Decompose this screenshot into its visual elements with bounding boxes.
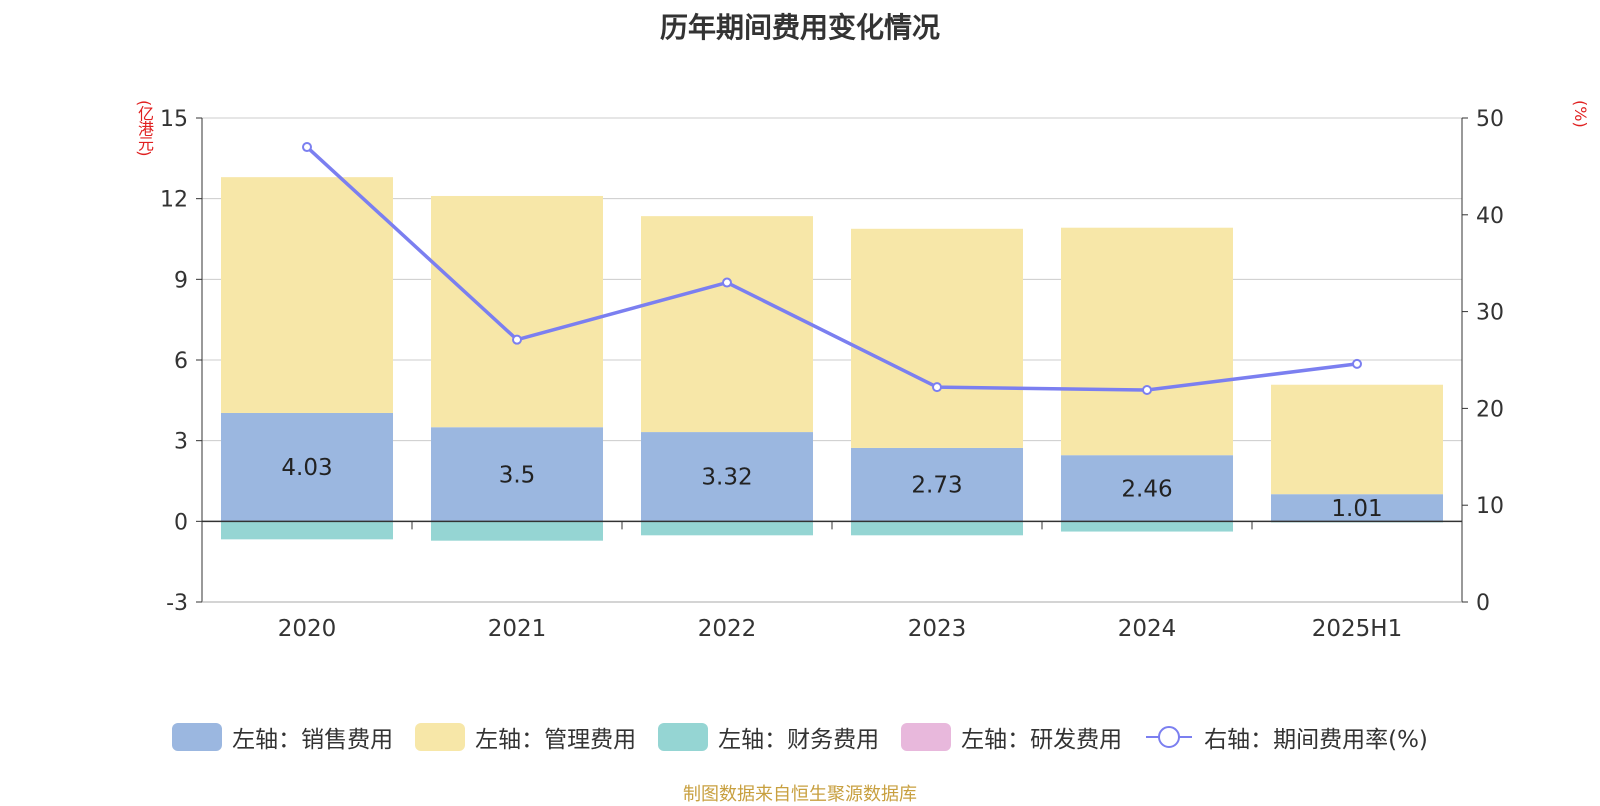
right-tick-label: 30: [1476, 301, 1504, 326]
left-tick-label: 15: [160, 107, 188, 132]
bar-2-2021: [431, 521, 603, 541]
bar-1-2022: [641, 216, 813, 433]
x-tick-label: 2023: [908, 616, 967, 642]
right-axis-unit: (%): [1571, 100, 1590, 128]
bar-1-2025H1: [1271, 384, 1443, 495]
ratio-point: [512, 334, 522, 345]
right-tick-label: 0: [1476, 591, 1490, 616]
x-tick-label: 2025H1: [1312, 616, 1402, 642]
bar-2-2020: [221, 521, 393, 540]
bar-0-2025H1: [1271, 494, 1443, 522]
x-tick-label: 2022: [698, 616, 757, 642]
bar-2-2024: [1061, 521, 1233, 532]
legend: 左轴：销售费用 左轴：管理费用 左轴：财务费用 左轴：研发费用 右轴：期间费用率…: [0, 720, 1600, 754]
ratio-point: [722, 277, 732, 288]
left-axis-unit: (亿港元): [135, 100, 154, 156]
ratio-point: [302, 142, 312, 153]
legend-label-ratio: 右轴：期间费用率(%): [1204, 727, 1428, 753]
bar-0-2022: [641, 432, 813, 522]
right-tick-label: 50: [1476, 107, 1504, 132]
x-tick-label: 2021: [488, 616, 547, 642]
legend-item-finance[interactable]: 左轴：财务费用: [658, 720, 879, 754]
ratio-line: [305, 145, 1358, 392]
data-label: 4.03: [281, 455, 332, 481]
legend-swatch-admin: [415, 723, 466, 751]
legend-label-sales: 左轴：销售费用: [232, 727, 394, 753]
legend-swatch-sales: [172, 723, 223, 751]
left-tick-label: 12: [160, 188, 188, 213]
x-tick-label: 2024: [1118, 616, 1177, 642]
bar-2-2022: [641, 521, 813, 536]
bar-1-2024: [1061, 227, 1233, 456]
data-label: 2.46: [1121, 476, 1172, 502]
left-tick-label: 6: [174, 349, 188, 374]
data-label: 2.73: [911, 473, 962, 499]
legend-item-admin[interactable]: 左轴：管理费用: [415, 720, 636, 754]
legend-swatch-rd: [901, 723, 952, 751]
bar-1-2023: [851, 228, 1023, 448]
ratio-point: [1352, 358, 1362, 369]
left-tick-label: 3: [174, 430, 188, 455]
bar-0-2023: [851, 447, 1023, 522]
right-tick-label: 20: [1476, 397, 1504, 422]
legend-item-sales[interactable]: 左轴：销售费用: [172, 720, 393, 754]
legend-label-finance: 左轴：财务费用: [718, 727, 880, 753]
legend-label-rd: 左轴：研发费用: [961, 727, 1123, 753]
right-tick-label: 10: [1476, 494, 1504, 519]
source-note: 制图数据来自恒生聚源数据库: [683, 784, 917, 805]
right-tick-label: 40: [1476, 204, 1504, 229]
bar-0-2021: [431, 427, 603, 522]
data-label: 3.5: [499, 462, 536, 488]
legend-label-admin: 左轴：管理费用: [475, 727, 637, 753]
legend-item-rd[interactable]: 左轴：研发费用: [901, 720, 1122, 754]
left-tick-label: 9: [174, 268, 188, 293]
ratio-point: [932, 382, 942, 393]
left-tick-label: -3: [166, 591, 188, 616]
bar-1-2020: [221, 177, 393, 413]
bar-0-2020: [221, 412, 393, 522]
bar-2-2023: [851, 521, 1023, 536]
legend-item-ratio[interactable]: 右轴：期间费用率(%): [1144, 720, 1428, 754]
legend-swatch-finance: [658, 723, 709, 751]
data-label: 1.01: [1331, 496, 1382, 522]
bar-0-2024: [1061, 455, 1233, 522]
ratio-point: [1142, 385, 1152, 396]
chart-title: 历年期间费用变化情况: [659, 11, 940, 44]
data-label: 3.32: [701, 465, 752, 491]
x-tick-label: 2020: [278, 616, 337, 642]
bar-1-2021: [431, 195, 603, 428]
left-tick-label: 0: [174, 510, 188, 535]
legend-line-icon: [1146, 726, 1193, 748]
